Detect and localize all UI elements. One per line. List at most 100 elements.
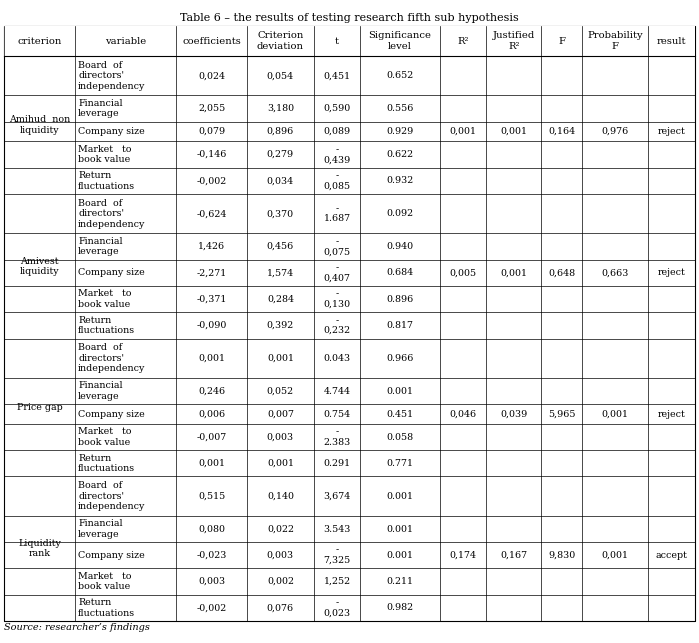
- Text: 0,456: 0,456: [267, 242, 294, 251]
- Text: 0.001: 0.001: [387, 386, 414, 395]
- Text: Amihud  non
liquidity: Amihud non liquidity: [9, 115, 70, 134]
- Text: 0,648: 0,648: [548, 268, 575, 277]
- Text: 0.771: 0.771: [387, 459, 414, 468]
- Text: 0,001: 0,001: [267, 459, 294, 468]
- Text: 0,001: 0,001: [500, 127, 528, 136]
- Text: -
2.383: - 2.383: [324, 428, 351, 447]
- Text: 0,052: 0,052: [267, 386, 294, 395]
- Text: -
0,232: - 0,232: [324, 316, 350, 335]
- Text: Amivest
liquidity: Amivest liquidity: [20, 257, 59, 276]
- Text: 0.291: 0.291: [324, 459, 350, 468]
- Text: -2,271: -2,271: [196, 268, 227, 277]
- Text: 1,574: 1,574: [267, 268, 294, 277]
- Text: 3,674: 3,674: [324, 492, 351, 501]
- Text: 0,003: 0,003: [267, 433, 294, 442]
- Text: 0,370: 0,370: [267, 209, 294, 218]
- Text: -
1.687: - 1.687: [324, 204, 350, 223]
- Text: -0,023: -0,023: [196, 551, 227, 560]
- Text: 0,246: 0,246: [198, 386, 225, 395]
- Text: 0.896: 0.896: [387, 294, 414, 303]
- Text: variable: variable: [105, 37, 146, 46]
- Text: Board  of
directors'
independency: Board of directors' independency: [78, 199, 145, 228]
- Text: -0,002: -0,002: [196, 176, 227, 185]
- Text: 0.817: 0.817: [387, 321, 414, 330]
- Text: reject: reject: [658, 410, 686, 419]
- Text: 0,140: 0,140: [267, 492, 294, 501]
- Text: -
0,439: - 0,439: [324, 145, 351, 164]
- Text: 0,174: 0,174: [449, 551, 477, 560]
- Text: 0,003: 0,003: [267, 551, 294, 560]
- Text: Company size: Company size: [78, 551, 145, 560]
- Text: 0,164: 0,164: [548, 127, 575, 136]
- Text: 0,001: 0,001: [199, 354, 225, 363]
- Text: Criterion
deviation: Criterion deviation: [257, 32, 304, 51]
- Text: 3.543: 3.543: [323, 525, 351, 534]
- Text: -
0,407: - 0,407: [324, 263, 350, 282]
- Text: 0.966: 0.966: [387, 354, 414, 363]
- Text: 3,180: 3,180: [267, 104, 294, 113]
- Text: 0.043: 0.043: [324, 354, 350, 363]
- Text: 0.929: 0.929: [387, 127, 414, 136]
- Text: criterion: criterion: [17, 37, 62, 46]
- Text: -
0,085: - 0,085: [324, 171, 350, 190]
- Text: Financial
leverage: Financial leverage: [78, 99, 123, 118]
- Text: 0.684: 0.684: [387, 268, 414, 277]
- Text: coefficients: coefficients: [182, 37, 241, 46]
- Text: Liquidity
rank: Liquidity rank: [18, 539, 61, 558]
- Text: 0,005: 0,005: [449, 268, 477, 277]
- Text: 0,284: 0,284: [267, 294, 294, 303]
- Text: Market   to
book value: Market to book value: [78, 145, 131, 164]
- Text: 0,279: 0,279: [267, 150, 294, 159]
- Text: 0.982: 0.982: [387, 603, 414, 612]
- Text: Company size: Company size: [78, 410, 145, 419]
- Text: 0,590: 0,590: [324, 104, 351, 113]
- Text: Company size: Company size: [78, 268, 145, 277]
- Text: 0.092: 0.092: [387, 209, 414, 218]
- Text: Market   to
book value: Market to book value: [78, 572, 131, 592]
- Text: 0.211: 0.211: [387, 577, 414, 586]
- Text: -0,002: -0,002: [196, 603, 227, 612]
- Text: 0,976: 0,976: [601, 127, 628, 136]
- Text: 0,022: 0,022: [267, 525, 294, 534]
- Text: 0.001: 0.001: [387, 525, 414, 534]
- Text: 0,663: 0,663: [601, 268, 628, 277]
- Text: 0,024: 0,024: [199, 71, 225, 80]
- Text: R²: R²: [457, 37, 469, 46]
- Text: Significance
level: Significance level: [368, 32, 431, 51]
- Text: 9,830: 9,830: [548, 551, 575, 560]
- Text: 0.932: 0.932: [387, 176, 414, 185]
- Text: 1,426: 1,426: [198, 242, 225, 251]
- Text: 0,167: 0,167: [500, 551, 528, 560]
- Text: -
0,130: - 0,130: [324, 289, 350, 309]
- Text: 0,003: 0,003: [198, 577, 225, 586]
- Text: Source: researcher’s findings: Source: researcher’s findings: [4, 623, 150, 632]
- Polygon shape: [4, 26, 695, 56]
- Text: 0,076: 0,076: [267, 603, 294, 612]
- Text: 0,054: 0,054: [267, 71, 294, 80]
- Text: 0.451: 0.451: [387, 410, 414, 419]
- Text: 0,079: 0,079: [198, 127, 225, 136]
- Text: 2,055: 2,055: [198, 104, 225, 113]
- Text: 0.556: 0.556: [387, 104, 414, 113]
- Text: -
0,023: - 0,023: [324, 598, 350, 617]
- Text: 0,515: 0,515: [198, 492, 225, 501]
- Text: Return
fluctuations: Return fluctuations: [78, 453, 135, 473]
- Text: 0,392: 0,392: [267, 321, 294, 330]
- Text: Table 6 – the results of testing research fifth sub hypothesis: Table 6 – the results of testing researc…: [180, 13, 519, 23]
- Text: Board  of
directors'
independency: Board of directors' independency: [78, 61, 145, 91]
- Text: -0,371: -0,371: [196, 294, 227, 303]
- Text: reject: reject: [658, 127, 686, 136]
- Text: 0,001: 0,001: [267, 354, 294, 363]
- Text: Board  of
directors'
independency: Board of directors' independency: [78, 481, 145, 511]
- Text: 0,001: 0,001: [449, 127, 477, 136]
- Text: Return
fluctuations: Return fluctuations: [78, 171, 135, 190]
- Text: 0,046: 0,046: [449, 410, 477, 419]
- Text: 0,451: 0,451: [324, 71, 350, 80]
- Text: 0.622: 0.622: [387, 150, 414, 159]
- Text: Return
fluctuations: Return fluctuations: [78, 316, 135, 335]
- Text: -0,090: -0,090: [196, 321, 227, 330]
- Text: Price gap: Price gap: [17, 403, 62, 412]
- Text: -0,624: -0,624: [196, 209, 227, 218]
- Text: 0,001: 0,001: [601, 410, 628, 419]
- Text: -
7,325: - 7,325: [324, 546, 351, 565]
